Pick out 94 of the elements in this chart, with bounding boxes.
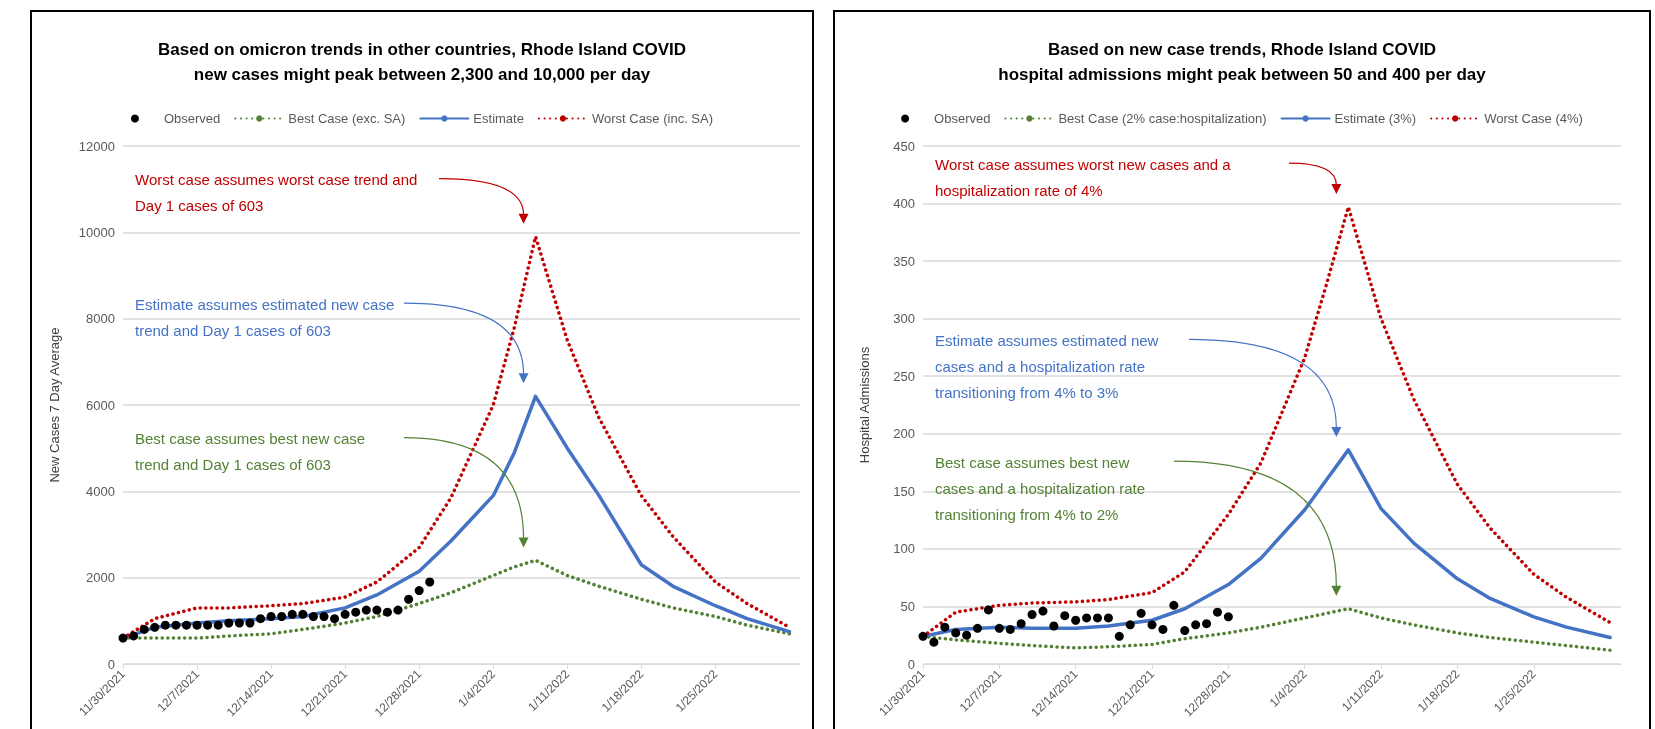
y-tick-label: 250 bbox=[893, 368, 915, 384]
point bbox=[1114, 631, 1124, 641]
annotation: Best case assumes best new case trend and Day 1 cases of 603 bbox=[135, 430, 370, 474]
point bbox=[160, 620, 170, 630]
point bbox=[393, 605, 403, 615]
point bbox=[1147, 620, 1157, 630]
point bbox=[150, 622, 160, 632]
point bbox=[929, 637, 939, 647]
y-tick-label: 4000 bbox=[86, 483, 115, 499]
point bbox=[308, 612, 318, 622]
point bbox=[340, 609, 350, 619]
point bbox=[425, 577, 435, 587]
y-axis-title: Hospital Admissions bbox=[857, 346, 872, 464]
annotation: Worst case assumes worst new cases and a hospitalization rate of 4% bbox=[935, 155, 1235, 199]
point bbox=[171, 620, 181, 630]
point bbox=[118, 633, 128, 643]
point bbox=[234, 618, 244, 628]
y-tick-label: 150 bbox=[893, 483, 915, 499]
point bbox=[1158, 624, 1168, 634]
point bbox=[361, 605, 371, 615]
point bbox=[224, 618, 234, 628]
point bbox=[1005, 624, 1015, 634]
point bbox=[1125, 620, 1135, 630]
y-tick-label: 350 bbox=[893, 253, 915, 269]
point bbox=[951, 628, 961, 638]
point bbox=[1016, 619, 1026, 629]
point bbox=[1191, 620, 1201, 630]
annotation: Worst case assumes worst case trend and Day 1 cases of 603 bbox=[135, 171, 422, 215]
point bbox=[1212, 607, 1222, 617]
point bbox=[1223, 612, 1233, 622]
point bbox=[1027, 610, 1037, 619]
point bbox=[203, 620, 213, 630]
annotation: Estimate assumes estimated new cases and a hospitalization rate transitioning from 4% to 3% bbox=[935, 331, 1163, 401]
point bbox=[129, 631, 139, 641]
point bbox=[414, 586, 424, 596]
point bbox=[404, 594, 414, 604]
legend-label: Observed bbox=[163, 111, 221, 126]
y-tick-label: 2000 bbox=[86, 570, 115, 586]
point bbox=[266, 612, 276, 622]
legend-label: Estimate bbox=[473, 111, 524, 126]
y-tick-label: 0 bbox=[907, 656, 915, 672]
legend-label: Estimate (3%) bbox=[1334, 111, 1417, 126]
legend-label: Worst Case (inc. SA) bbox=[591, 111, 714, 126]
y-tick-label: 450 bbox=[893, 138, 915, 154]
point bbox=[962, 630, 972, 640]
point bbox=[287, 609, 297, 619]
chart-title: Based on omicron trends in other countries, Rhode Island COVID new cases might peak between 2,300 and 10,000 per day bbox=[157, 40, 687, 84]
point bbox=[372, 605, 382, 615]
y-tick-label: 50 bbox=[900, 598, 915, 614]
point bbox=[918, 631, 928, 641]
point bbox=[245, 618, 255, 628]
point bbox=[1169, 600, 1179, 610]
y-tick-label: 200 bbox=[893, 426, 915, 442]
point bbox=[1060, 611, 1070, 621]
point bbox=[213, 620, 223, 630]
y-tick-label: 10000 bbox=[78, 224, 115, 240]
legend-label: Worst Case (4%) bbox=[1484, 111, 1583, 126]
point bbox=[1049, 621, 1059, 631]
legend-label: Best Case (exc. SA) bbox=[288, 111, 406, 126]
point bbox=[1071, 615, 1081, 625]
point bbox=[940, 622, 950, 632]
point bbox=[277, 612, 287, 622]
point bbox=[382, 607, 392, 617]
point bbox=[139, 624, 149, 634]
legend-label: Best Case (2% case:hospitalization) bbox=[1058, 111, 1267, 126]
point bbox=[983, 605, 993, 615]
point bbox=[181, 620, 191, 630]
point bbox=[192, 620, 202, 630]
point bbox=[256, 614, 266, 624]
annotation: Estimate assumes estimated new case trend and Day 1 cases of 603 bbox=[135, 295, 399, 339]
y-tick-label: 6000 bbox=[86, 397, 115, 413]
y-tick-label: 12000 bbox=[78, 138, 115, 154]
annotation: Best case assumes best new cases and a hospitalization rate transitioning from 4% to 2% bbox=[935, 453, 1150, 523]
y-tick-label: 0 bbox=[107, 656, 115, 672]
y-tick-label: 100 bbox=[893, 541, 915, 557]
point bbox=[1136, 608, 1146, 618]
y-tick-label: 300 bbox=[893, 311, 915, 327]
point bbox=[1180, 626, 1190, 636]
point bbox=[1103, 613, 1113, 623]
point bbox=[1093, 613, 1102, 623]
y-axis-title: New Cases 7 Day Average bbox=[47, 327, 62, 483]
point bbox=[330, 614, 340, 624]
point bbox=[319, 612, 329, 622]
point bbox=[994, 623, 1004, 633]
point bbox=[298, 609, 308, 619]
chart-title: Based on new case trends, Rhode Island COVID hospital admissions might peak between 50 and 400 per day bbox=[998, 40, 1487, 84]
y-tick-label: 400 bbox=[893, 196, 915, 212]
point bbox=[1202, 619, 1212, 629]
point bbox=[1082, 613, 1092, 623]
legend-label: Observed bbox=[934, 111, 991, 126]
point bbox=[973, 623, 983, 633]
y-tick-label: 8000 bbox=[86, 311, 115, 327]
point bbox=[1038, 606, 1048, 616]
point bbox=[351, 607, 361, 617]
